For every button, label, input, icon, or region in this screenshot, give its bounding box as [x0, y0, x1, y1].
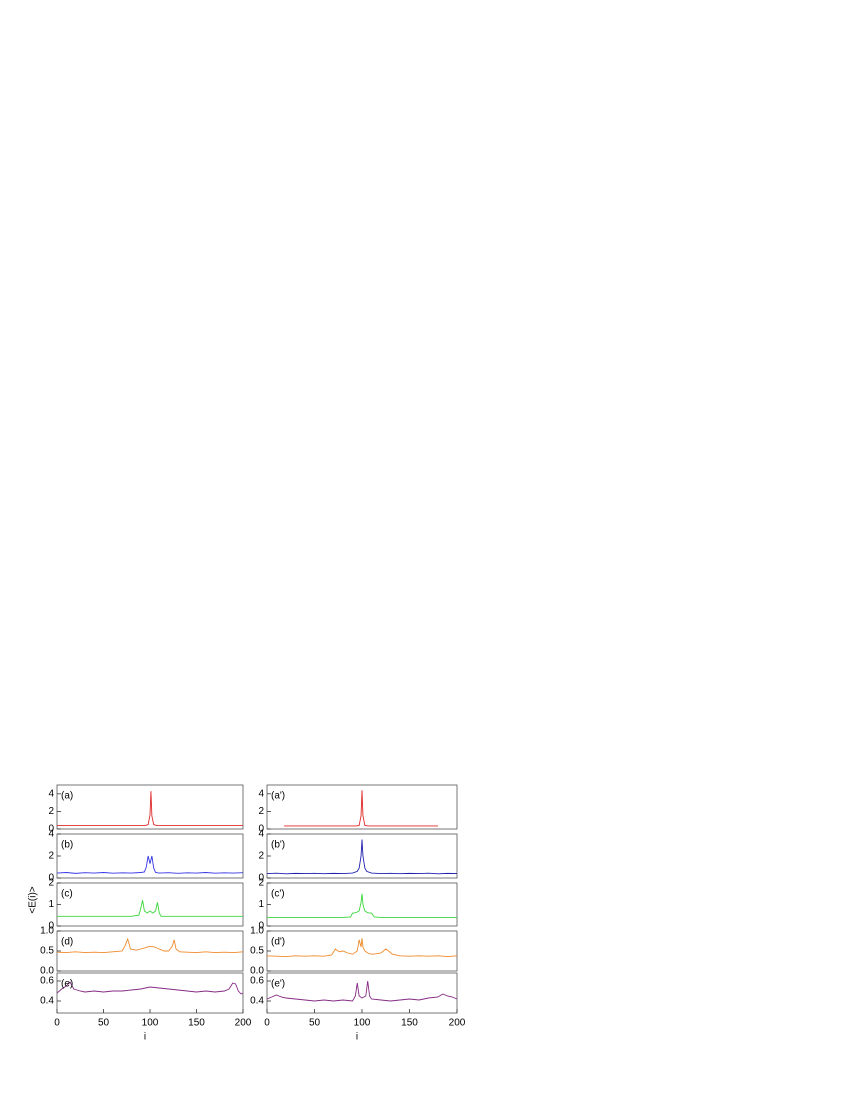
y-tick-label: 0.0 [40, 966, 54, 977]
panel-label: (c') [271, 889, 285, 900]
y-tick-label: 0.4 [40, 996, 54, 1007]
x-tick-label: 150 [188, 1018, 205, 1029]
y-tick-label: 1.0 [40, 926, 54, 937]
data-line [57, 900, 243, 917]
panel-label: (e') [271, 979, 285, 990]
y-tick-label: 0 [258, 824, 264, 835]
y-tick-label: 1.0 [250, 926, 264, 937]
y-tick-label: 4 [48, 829, 54, 840]
x-axis-label: i [144, 1032, 146, 1043]
y-tick-label: 2 [258, 851, 264, 862]
plot-frame [56, 930, 244, 972]
y-axis-label: <E(i)> [28, 886, 39, 913]
data-line [57, 791, 243, 826]
y-tick-label: 4 [258, 788, 264, 799]
x-tick-label: 200 [235, 1018, 252, 1029]
plot-frame [56, 882, 244, 927]
data-line [284, 790, 438, 827]
y-tick-label: 1 [48, 899, 54, 910]
y-tick-label: 0.6 [250, 976, 264, 987]
x-tick-label: 0 [54, 1018, 60, 1029]
y-tick-label: 0 [48, 873, 54, 884]
panel-label: (d) [61, 937, 73, 948]
data-line [266, 839, 458, 875]
plot-frame [266, 972, 458, 1014]
y-tick-label: 0 [258, 921, 264, 932]
y-tick-label: 0.5 [250, 946, 264, 957]
x-tick-label: 150 [401, 1018, 418, 1029]
y-tick-label: 4 [48, 788, 54, 799]
panel-label: (b) [61, 840, 73, 851]
data-line [56, 937, 244, 954]
plot-frame [266, 882, 458, 927]
y-tick-label: 0 [48, 921, 54, 932]
panel-label: (c) [61, 889, 73, 900]
x-tick-label: 50 [98, 1018, 110, 1029]
y-tick-label: 2 [258, 806, 264, 817]
y-tick-label: 0 [48, 824, 54, 835]
x-tick-label: 100 [142, 1018, 159, 1029]
y-tick-label: 0.5 [40, 946, 54, 957]
data-line [266, 938, 458, 958]
panel-label: (d') [271, 937, 285, 948]
y-tick-label: 2 [48, 878, 54, 889]
data-line [267, 893, 457, 918]
x-axis-label: i [356, 1032, 358, 1043]
y-tick-label: 2 [48, 851, 54, 862]
data-line [56, 855, 244, 874]
y-tick-label: 2 [258, 878, 264, 889]
x-tick-label: 200 [449, 1018, 466, 1029]
y-tick-label: 0.4 [250, 996, 264, 1007]
panel-label: (a) [61, 791, 73, 802]
y-tick-label: 0.6 [40, 976, 54, 987]
panel-label: (a') [271, 791, 285, 802]
data-line [56, 981, 244, 995]
x-tick-label: 100 [354, 1018, 371, 1029]
plot-frame [266, 784, 458, 830]
x-tick-label: 50 [309, 1018, 321, 1029]
panel-label: (b') [271, 840, 285, 851]
y-tick-label: 4 [258, 829, 264, 840]
plot-frame [56, 784, 244, 830]
y-tick-label: 2 [48, 806, 54, 817]
y-tick-label: 0.0 [250, 966, 264, 977]
plot-frame [56, 972, 244, 1014]
panel-label: (e) [61, 979, 73, 990]
plot-frame [266, 930, 458, 972]
plot-frame [56, 833, 244, 879]
y-tick-label: 0 [258, 873, 264, 884]
x-tick-label: 0 [264, 1018, 270, 1029]
data-line [266, 980, 458, 1002]
y-tick-label: 1 [258, 899, 264, 910]
